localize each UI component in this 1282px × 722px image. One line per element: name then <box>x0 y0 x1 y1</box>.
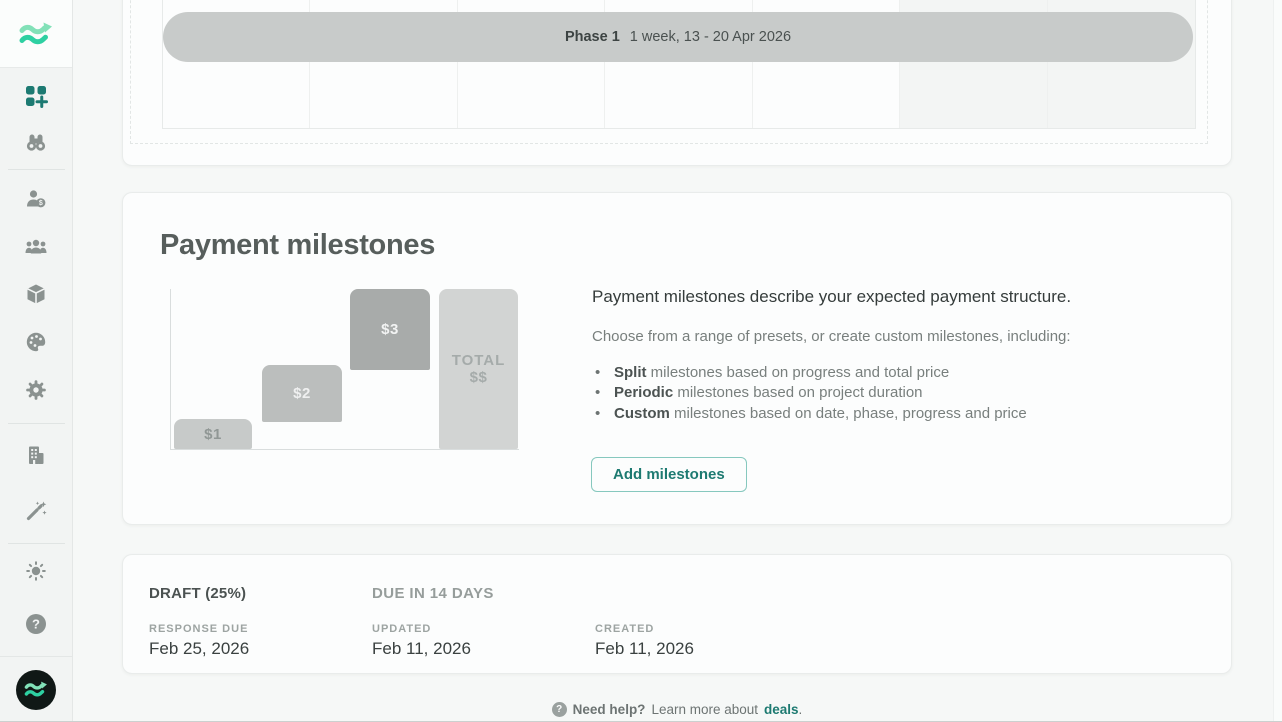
status-badge: DRAFT (25%) <box>149 585 247 602</box>
list-item: Split milestones based on progress and t… <box>592 363 1122 384</box>
phase-bar-label: Phase 1 <box>564 29 620 45</box>
binoculars-icon <box>24 131 48 155</box>
payment-heading: Payment milestones describe your expecte… <box>592 287 1072 306</box>
milestone-bar-3-label: $3 <box>381 321 399 338</box>
svg-text:$: $ <box>39 200 43 207</box>
milestone-bar-total-label: TOTAL <box>451 352 506 369</box>
deals-link[interactable]: deals <box>764 702 799 717</box>
milestone-bar-1: $1 <box>174 419 252 449</box>
gear-icon <box>24 378 48 402</box>
sidebar-item-discover[interactable] <box>16 123 56 163</box>
sidebar-item-theme[interactable] <box>16 551 56 591</box>
payment-subheading: Choose from a range of presets, or creat… <box>592 328 1071 345</box>
help-circle-icon: ? <box>24 612 48 636</box>
sidebar-divider <box>8 169 65 170</box>
waves-logo-icon <box>17 19 55 49</box>
gantt-selection-outline <box>130 0 1208 144</box>
gantt-column <box>458 0 606 128</box>
sidebar-item-team[interactable] <box>16 227 56 267</box>
due-badge: DUE IN 14 DAYS <box>372 585 494 602</box>
payment-milestones-card: Payment milestones $1 $2 $3 TOTAL $$ Pay… <box>122 192 1232 525</box>
updated-field: UPDATED Feb 11, 2026 <box>372 623 471 658</box>
need-help-label: Need help? <box>572 702 646 717</box>
svg-text:?: ? <box>32 616 40 631</box>
sidebar-item-packages[interactable] <box>16 274 56 314</box>
apps-add-icon <box>24 84 48 108</box>
add-milestones-button[interactable]: Add milestones <box>591 457 747 492</box>
learn-more-text: Learn more about <box>651 702 759 717</box>
team-icon <box>24 235 48 259</box>
timeline-card: Phase 1 1 week, 13 - 20 Apr 2026 <box>122 0 1232 166</box>
sidebar-item-clients[interactable]: $ <box>16 179 56 219</box>
proposal-status-card: DRAFT (25%) DUE IN 14 DAYS RESPONSE DUE … <box>122 554 1232 674</box>
status-dates-row: RESPONSE DUE Feb 25, 2026 UPDATED Feb 11… <box>149 623 818 659</box>
help-footer: ? Need help? Learn more about deals. <box>122 702 1232 717</box>
sidebar-divider <box>8 423 65 424</box>
workspace-avatar[interactable] <box>16 669 56 710</box>
response-due-field: RESPONSE DUE Feb 25, 2026 <box>149 623 250 658</box>
payment-milestones-title: Payment milestones <box>160 229 436 261</box>
milestone-bar-2: $2 <box>262 365 342 422</box>
milestone-types-list: Split milestones based on progress and t… <box>592 363 1122 424</box>
phase-bar-detail: 1 week, 13 - 20 Apr 2026 <box>629 29 792 45</box>
building-icon <box>24 443 48 467</box>
list-item: Custom milestones based on date, phase, … <box>592 404 1122 425</box>
milestones-illustration-chart: $1 $2 $3 TOTAL $$ <box>170 289 519 450</box>
list-item: Periodic milestones based on project dur… <box>592 383 1122 404</box>
client-money-icon: $ <box>24 187 48 211</box>
sidebar-item-appearance[interactable] <box>16 322 56 362</box>
sidebar-item-apps[interactable] <box>16 76 56 116</box>
gantt-column <box>310 0 458 128</box>
gantt-column <box>163 0 311 128</box>
sidebar: $ <box>0 0 73 722</box>
payment-description: Payment milestones describe your expecte… <box>592 285 1122 424</box>
sidebar-item-automations[interactable] <box>16 491 56 531</box>
gantt-column <box>605 0 753 128</box>
created-field: CREATED Feb 11, 2026 <box>595 623 694 658</box>
scrollbar-track[interactable] <box>1273 0 1282 722</box>
sidebar-item-company[interactable] <box>16 435 56 475</box>
brightness-sun-icon <box>24 559 48 583</box>
question-circle-icon: ? <box>551 702 567 717</box>
waves-logo-icon-small <box>23 679 49 700</box>
milestone-bar-total-sublabel: $$ <box>469 369 488 386</box>
milestone-bar-3: $3 <box>350 289 430 370</box>
workspace-switcher <box>0 656 72 722</box>
gantt-column <box>753 0 901 128</box>
status-row: DRAFT (25%) DUE IN 14 DAYS <box>149 585 595 602</box>
milestone-bar-1-label: $1 <box>204 425 222 443</box>
sidebar-item-help[interactable]: ? <box>16 604 56 644</box>
palette-icon <box>24 330 48 354</box>
app-logo[interactable] <box>0 0 72 68</box>
sidebar-divider <box>8 543 65 544</box>
milestone-bar-2-label: $2 <box>293 385 311 402</box>
phase-bar[interactable]: Phase 1 1 week, 13 - 20 Apr 2026 <box>163 12 1193 62</box>
sidebar-item-settings[interactable] <box>16 370 56 410</box>
package-cube-icon <box>24 282 48 306</box>
magic-wand-icon <box>24 499 48 523</box>
milestone-bar-total: TOTAL $$ <box>439 289 518 449</box>
